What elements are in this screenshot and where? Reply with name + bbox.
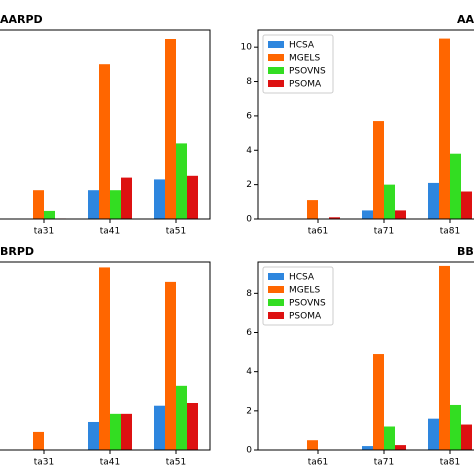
bar [439, 38, 450, 219]
bar [395, 210, 406, 219]
bar [154, 405, 165, 450]
y-tick-label: 0 [246, 446, 252, 456]
plot-frame [0, 261, 211, 451]
bar [33, 431, 44, 450]
legend-box [262, 34, 334, 94]
legend-swatch [268, 80, 284, 87]
y-tick-label: 10 [241, 43, 253, 53]
bar [384, 426, 395, 450]
x-tick-label: ta31 [34, 227, 55, 237]
x-tick-label: ta81 [440, 227, 461, 237]
x-tick-label: ta41 [100, 458, 121, 468]
bar [176, 385, 187, 450]
y-tick-label: 8 [246, 77, 252, 87]
bar [307, 200, 318, 219]
bar [165, 39, 176, 219]
bar [88, 421, 99, 450]
x-tick-label: ta71 [374, 458, 395, 468]
bar [44, 210, 55, 219]
bar [307, 440, 318, 450]
bar [428, 182, 439, 219]
legend-label: PSOMA [289, 312, 322, 322]
bar [395, 445, 406, 450]
bar [362, 210, 373, 219]
legend-label: PSOMA [289, 80, 322, 90]
legend-label: HCSA [289, 41, 315, 51]
y-tick-label: 6 [246, 111, 252, 121]
legend-label: MGELS [289, 54, 320, 64]
x-tick-label: ta41 [100, 227, 121, 237]
y-tick-label: 2 [246, 406, 252, 416]
y-tick-label: 4 [246, 146, 252, 156]
legend-label: PSOVNS [289, 299, 326, 309]
x-tick-label: ta51 [166, 458, 187, 468]
bar [428, 418, 439, 450]
bar [33, 190, 44, 219]
bar [88, 190, 99, 219]
legend-swatch [268, 286, 284, 293]
legend-swatch [268, 312, 284, 319]
bar [373, 354, 384, 450]
bar [176, 143, 187, 219]
x-tick-label: ta31 [34, 458, 55, 468]
y-tick-label: 0 [246, 215, 252, 225]
bar [154, 179, 165, 219]
bar [110, 413, 121, 450]
chart-title: AA [457, 13, 474, 26]
legend-label: PSOVNS [289, 67, 326, 77]
bar [187, 403, 198, 450]
bar [362, 446, 373, 450]
legend-label: MGELS [289, 286, 320, 296]
legend-swatch [268, 41, 284, 48]
bar [450, 153, 461, 219]
legend-swatch [268, 299, 284, 306]
bar [384, 184, 395, 219]
x-tick-label: ta61 [308, 227, 329, 237]
x-tick-label: ta51 [166, 227, 187, 237]
bar [461, 191, 472, 219]
legend-box [262, 266, 334, 326]
bar [99, 267, 110, 450]
y-tick-label: 8 [246, 289, 252, 299]
bar [99, 64, 110, 219]
bar [373, 121, 384, 219]
x-tick-label: ta81 [440, 458, 461, 468]
plot-frame [257, 261, 474, 451]
x-tick-label: ta71 [374, 227, 395, 237]
bar [450, 404, 461, 450]
chart-title: BRPD [0, 245, 34, 258]
plot-frame [0, 29, 211, 220]
bar [110, 190, 121, 219]
bar [329, 217, 340, 219]
chart-title: AARPD [0, 13, 43, 26]
plot-frame [257, 29, 474, 220]
y-tick-label: 4 [246, 367, 252, 377]
bar [461, 424, 472, 450]
bar [439, 265, 450, 450]
legend-swatch [268, 54, 284, 61]
legend-swatch [268, 273, 284, 280]
legend-swatch [268, 67, 284, 74]
x-tick-label: ta61 [308, 458, 329, 468]
legend-label: HCSA [289, 273, 315, 283]
y-tick-label: 6 [246, 328, 252, 338]
chart-title: BB [457, 245, 474, 258]
bar [121, 413, 132, 450]
bar [187, 175, 198, 219]
bar [121, 177, 132, 219]
y-tick-label: 2 [246, 180, 252, 190]
bar [165, 281, 176, 450]
